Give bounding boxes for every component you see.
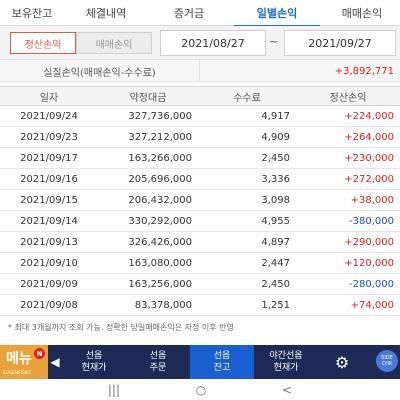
table-row: 2021/09/15 206,432,000 3,098 +38,000 bbox=[0, 190, 400, 211]
cell-fee: 4,955 bbox=[261, 215, 290, 227]
home-icon[interactable]: ○ bbox=[195, 382, 207, 397]
trade-pnl-toggle[interactable]: 매매손익 bbox=[76, 32, 152, 54]
tab-holdings[interactable]: 보유잔고 bbox=[11, 7, 53, 20]
cell-settlement-pnl: -280,000 bbox=[349, 278, 394, 290]
table-row: 2021/09/23 327,212,000 4,909 +264,000 bbox=[0, 127, 400, 148]
recent-apps-icon[interactable]: ||| bbox=[107, 382, 121, 397]
cell-settlement-pnl: +38,000 bbox=[350, 194, 394, 206]
tab-daily-pnl[interactable]: 일별손익 bbox=[230, 0, 324, 27]
menu-button[interactable]: 메뉴 N EUGENEISMC bbox=[0, 345, 48, 379]
cell-settlement-pnl: +120,000 bbox=[344, 257, 394, 269]
gear-icon[interactable]: ⚙ bbox=[334, 352, 350, 372]
filter-bar: 정산손익 매매손익 2021/08/27 ~ 2021/09/27 bbox=[0, 26, 400, 60]
pnl-table-body: 2021/09/24 327,736,000 4,917 +224,000 2021/0… bbox=[0, 106, 400, 316]
table-row: 2021/09/13 326,426,000 4,897 +290,000 bbox=[0, 232, 400, 253]
bottom-nav-bar: 메뉴 N EUGENEISMC ◀ 선옵 현재가 선옵 주문 선옵 잔고 야간선… bbox=[0, 345, 400, 379]
cell-fee: 2,447 bbox=[261, 257, 290, 269]
cell-fee: 2,450 bbox=[261, 152, 290, 164]
start-date-field[interactable]: 2021/08/27 bbox=[160, 30, 266, 56]
cell-date: 2021/09/09 bbox=[20, 278, 78, 290]
cell-fee: 2,450 bbox=[261, 278, 290, 290]
nav-futures-balance[interactable]: 선옵 잔고 bbox=[190, 345, 254, 379]
cell-settlement-pnl: +224,000 bbox=[344, 110, 394, 122]
cell-date: 2021/09/16 bbox=[20, 173, 78, 185]
cell-amount: 83,378,000 bbox=[134, 299, 192, 311]
cell-amount: 326,426,000 bbox=[128, 236, 192, 248]
cell-amount: 163,266,000 bbox=[128, 152, 192, 164]
cell-date: 2021/09/10 bbox=[20, 257, 78, 269]
cell-amount: 330,292,000 bbox=[128, 215, 192, 227]
cell-fee: 4,909 bbox=[261, 131, 290, 143]
menu-label: 메뉴 bbox=[6, 351, 32, 367]
table-row: 2021/09/09 163,256,000 2,450 -280,000 bbox=[0, 274, 400, 295]
cell-date: 2021/09/13 bbox=[20, 236, 78, 248]
nav-futures-quote[interactable]: 선옵 현재가 bbox=[81, 351, 107, 373]
net-pnl-value: +3,892,771 bbox=[334, 65, 394, 77]
cell-date: 2021/09/17 bbox=[20, 152, 78, 164]
cell-settlement-pnl: +272,000 bbox=[344, 173, 394, 185]
cell-amount: 163,256,000 bbox=[128, 278, 192, 290]
nav-futures-order[interactable]: 선옵 주문 bbox=[149, 351, 167, 373]
cell-amount: 327,212,000 bbox=[128, 131, 192, 143]
cell-settlement-pnl: +264,000 bbox=[344, 131, 394, 143]
system-nav-bar: ||| ○ < bbox=[0, 379, 400, 400]
side-menu-button[interactable]: SIDE CHK bbox=[376, 350, 398, 372]
cell-date: 2021/09/24 bbox=[20, 110, 78, 122]
cell-date: 2021/09/14 bbox=[20, 215, 78, 227]
end-date-field[interactable]: 2021/09/27 bbox=[284, 30, 396, 56]
cell-amount: 163,080,000 bbox=[128, 257, 192, 269]
cell-settlement-pnl: +230,000 bbox=[344, 152, 394, 164]
table-row: 2021/09/10 163,080,000 2,447 +120,000 bbox=[0, 253, 400, 274]
column-header-date: 일자 bbox=[39, 92, 59, 104]
back-icon[interactable]: < bbox=[282, 382, 293, 397]
net-pnl-summary: 실질손익(매매손익-수수료) +3,892,771 bbox=[0, 60, 400, 82]
cell-settlement-pnl: +74,000 bbox=[350, 299, 394, 311]
cell-fee: 1,251 bbox=[261, 299, 290, 311]
table-row: 2021/09/14 330,292,000 4,955 -380,000 bbox=[0, 211, 400, 232]
tab-margin[interactable]: 증거금 bbox=[173, 7, 205, 20]
cell-date: 2021/09/15 bbox=[20, 194, 78, 206]
settlement-pnl-toggle[interactable]: 정산손익 bbox=[10, 32, 76, 54]
cell-fee: 3,336 bbox=[261, 173, 290, 185]
table-header: 일자 약정대금 수수료 정산손익 bbox=[0, 86, 400, 106]
net-pnl-label: 실질손익(매매손익-수수료) bbox=[0, 60, 200, 82]
table-row: 2021/09/08 83,378,000 1,251 +74,000 bbox=[0, 295, 400, 316]
column-header-fee: 수수료 bbox=[233, 92, 261, 104]
cell-amount: 205,696,000 bbox=[128, 173, 192, 185]
spacer bbox=[0, 82, 400, 86]
cell-fee: 4,917 bbox=[261, 110, 290, 122]
brand-logo: EUGENEISMC bbox=[3, 370, 32, 375]
table-row: 2021/09/17 163,266,000 2,450 +230,000 bbox=[0, 148, 400, 169]
date-range-separator: ~ bbox=[269, 35, 279, 48]
cell-amount: 327,736,000 bbox=[128, 110, 192, 122]
cell-date: 2021/09/08 bbox=[20, 299, 78, 311]
table-row: 2021/09/24 327,736,000 4,917 +224,000 bbox=[0, 106, 400, 127]
cell-amount: 206,432,000 bbox=[128, 194, 192, 206]
tab-executions[interactable]: 체결내역 bbox=[85, 7, 127, 20]
top-tab-bar: 보유잔고 체결내역 증거금 일별손익 매매손익 bbox=[0, 0, 400, 27]
cell-fee: 3,098 bbox=[261, 194, 290, 206]
chevron-left-icon[interactable]: ◀ bbox=[50, 355, 60, 369]
cell-fee: 4,897 bbox=[261, 236, 290, 248]
column-header-amount: 약정대금 bbox=[129, 92, 167, 104]
column-header-settlement-pnl: 정산손익 bbox=[329, 92, 367, 104]
tab-trade-pnl[interactable]: 매매손익 bbox=[341, 7, 383, 20]
cell-settlement-pnl: -380,000 bbox=[349, 215, 394, 227]
cell-date: 2021/09/23 bbox=[20, 131, 78, 143]
new-badge: N bbox=[34, 348, 45, 359]
cell-settlement-pnl: +290,000 bbox=[344, 236, 394, 248]
nav-night-futures-quote[interactable]: 야간선옵 현재가 bbox=[269, 351, 303, 373]
footnote: * 최대 3개월까지 조회 가능. 정확한 당일매매손익은 자정 이후 반영 bbox=[8, 323, 234, 332]
table-row: 2021/09/16 205,696,000 3,336 +272,000 bbox=[0, 169, 400, 190]
